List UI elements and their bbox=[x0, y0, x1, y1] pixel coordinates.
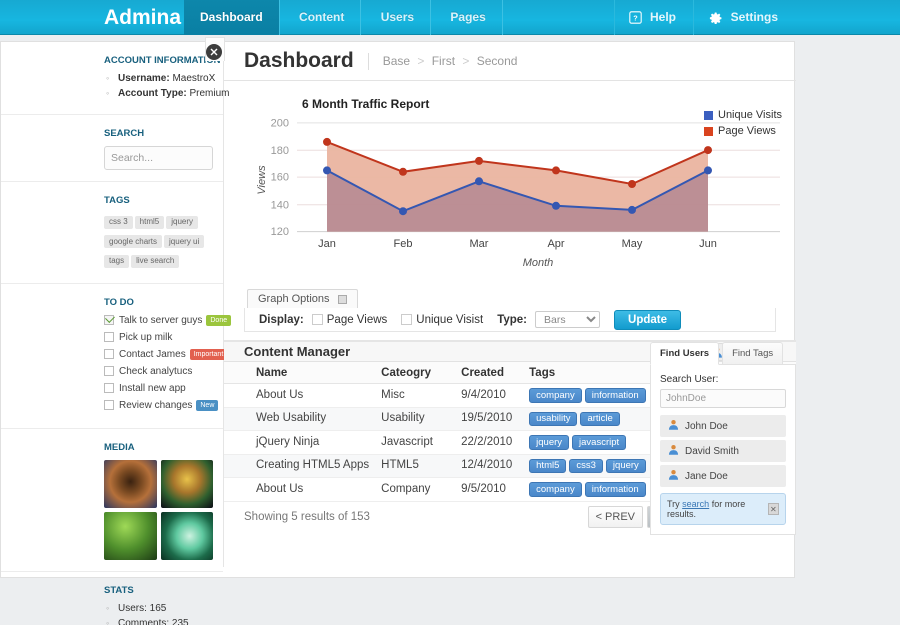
svg-text:?: ? bbox=[633, 14, 638, 23]
